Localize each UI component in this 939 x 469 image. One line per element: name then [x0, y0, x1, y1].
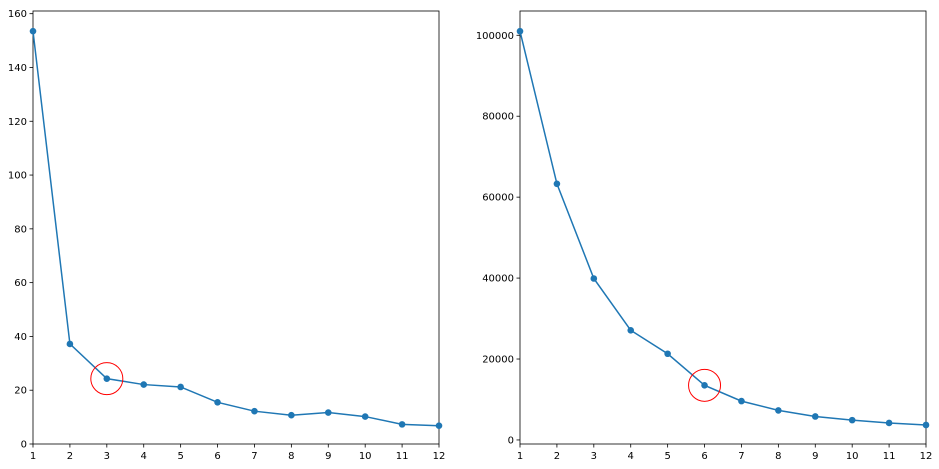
- axes-frame: [520, 11, 926, 444]
- x-tick-label: 10: [359, 451, 372, 462]
- data-point: [664, 350, 671, 357]
- y-tick-label: 40000: [482, 274, 514, 285]
- data-point: [738, 398, 745, 405]
- x-tick-label: 2: [67, 451, 73, 462]
- x-tick-label: 8: [775, 451, 781, 462]
- x-tick-label: 9: [812, 451, 818, 462]
- x-tick-label: 11: [883, 451, 896, 462]
- x-tick-label: 1: [30, 451, 36, 462]
- data-point: [251, 408, 258, 415]
- data-point: [325, 409, 332, 416]
- data-point: [67, 341, 74, 348]
- x-tick-label: 10: [846, 451, 859, 462]
- x-tick-label: 12: [920, 451, 933, 462]
- x-tick-label: 3: [591, 451, 597, 462]
- x-tick-label: 5: [177, 451, 183, 462]
- x-tick-label: 7: [738, 451, 744, 462]
- axes-frame: [33, 11, 439, 444]
- data-point: [214, 399, 221, 406]
- data-point: [775, 407, 782, 414]
- x-tick-label: 6: [214, 451, 220, 462]
- y-tick-label: 80000: [482, 112, 514, 123]
- x-tick-label: 2: [554, 451, 560, 462]
- data-point: [701, 382, 708, 389]
- x-tick-label: 8: [288, 451, 294, 462]
- y-tick-label: 60: [14, 278, 27, 289]
- y-tick-label: 160: [8, 9, 27, 20]
- data-point: [288, 412, 295, 419]
- x-tick-label: 5: [664, 451, 670, 462]
- x-tick-label: 3: [104, 451, 110, 462]
- data-point: [104, 375, 111, 382]
- y-tick-label: 0: [21, 440, 27, 451]
- y-tick-label: 20: [14, 386, 27, 397]
- elbow-chart-right: 1 2 3 4 5 6 7 8 9 10 11 120200004000060000800001000…: [476, 11, 933, 462]
- x-tick-label: 12: [433, 451, 446, 462]
- data-point: [886, 420, 893, 427]
- data-point: [923, 422, 930, 429]
- series-line: [520, 31, 926, 425]
- y-tick-label: 60000: [482, 193, 514, 204]
- x-tick-label: 1: [517, 451, 523, 462]
- x-tick-label: 11: [396, 451, 409, 462]
- data-point: [517, 28, 524, 35]
- data-point: [140, 381, 147, 388]
- y-tick-label: 0: [508, 435, 514, 446]
- y-tick-label: 80: [14, 224, 27, 235]
- y-tick-label: 140: [8, 63, 27, 74]
- data-point: [30, 28, 37, 35]
- data-point: [177, 384, 184, 391]
- x-tick-label: 7: [251, 451, 257, 462]
- data-point: [399, 421, 406, 428]
- y-tick-label: 100000: [476, 31, 514, 42]
- x-tick-label: 9: [325, 451, 331, 462]
- series-line: [33, 31, 439, 426]
- data-point: [436, 422, 443, 429]
- y-tick-label: 40: [14, 332, 27, 343]
- data-point: [554, 180, 561, 187]
- data-point: [627, 327, 634, 334]
- x-tick-label: 4: [141, 451, 147, 462]
- y-tick-label: 100: [8, 171, 27, 182]
- y-tick-label: 20000: [482, 355, 514, 366]
- y-tick-label: 120: [8, 117, 27, 128]
- data-point: [362, 413, 369, 420]
- data-point: [591, 275, 598, 282]
- data-point: [849, 417, 856, 424]
- data-point: [812, 413, 819, 420]
- x-tick-label: 6: [701, 451, 707, 462]
- x-tick-label: 4: [628, 451, 634, 462]
